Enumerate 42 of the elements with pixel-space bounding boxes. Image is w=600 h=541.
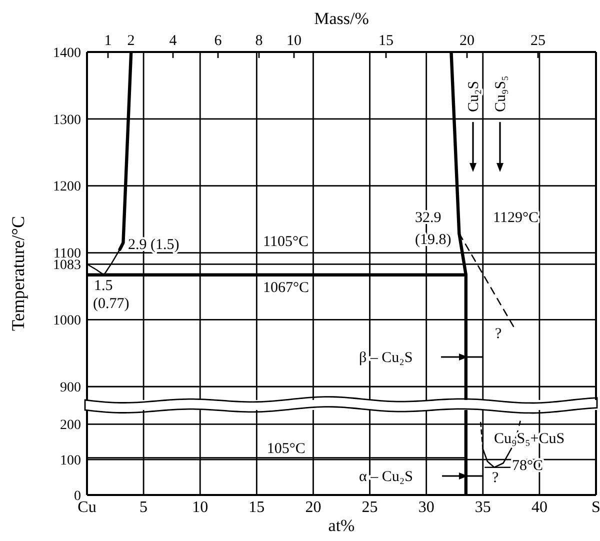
- annotation: 1.5: [94, 278, 113, 294]
- x-tick-label: 30: [418, 499, 434, 516]
- text: 6: [214, 33, 222, 49]
- y-tick-label: 1000: [53, 314, 81, 329]
- annotation: 1129°C: [493, 210, 538, 226]
- x-tick-label: 20: [305, 499, 322, 516]
- annotation: 1105°C: [263, 234, 308, 250]
- y-tick-label: 100: [60, 453, 81, 468]
- y-tick-label: 1083: [53, 258, 81, 274]
- text: 8: [255, 33, 263, 49]
- text: 10: [286, 33, 302, 49]
- x-tick-label: 15: [248, 499, 265, 516]
- x-tick-label: 40: [531, 499, 548, 516]
- x-tick-label: 10: [192, 499, 208, 516]
- annotation: Cu₂S: [466, 80, 482, 112]
- text: 4: [169, 33, 178, 49]
- x-axis-title: at%: [328, 516, 355, 535]
- annotation: Cu₉S₅: [493, 76, 509, 112]
- annotation: 105°C: [266, 440, 306, 457]
- annotation: 1067°C: [263, 280, 310, 296]
- text: 20: [460, 33, 474, 49]
- x2-axis-title: Mass/%: [314, 9, 369, 28]
- y-tick-label: 900: [60, 380, 81, 396]
- y-tick-label: 1300: [53, 112, 81, 128]
- annotation: (0.77): [93, 296, 130, 312]
- x-tick-label: 35: [474, 499, 491, 516]
- annotation: ?: [492, 470, 499, 486]
- y-tick-label: 200: [60, 418, 81, 434]
- x-tick-label: S: [592, 499, 600, 516]
- y-tick-label: 1200: [53, 180, 81, 195]
- text: 15: [378, 33, 394, 49]
- annotation: α – Cu₂S: [359, 469, 413, 485]
- text: 25: [530, 33, 546, 49]
- x-tick-label: Cu: [78, 499, 96, 516]
- y-axis-title: Temperature/°C: [8, 216, 28, 331]
- text: 2: [127, 33, 135, 49]
- y-tick-label: 1400: [53, 46, 81, 61]
- x-tick-label: 25: [362, 499, 378, 516]
- annotation: ?: [495, 326, 502, 342]
- text: 1: [104, 33, 112, 49]
- x-tick-label: 5: [140, 499, 148, 516]
- annotation: β – Cu₂S: [359, 350, 413, 366]
